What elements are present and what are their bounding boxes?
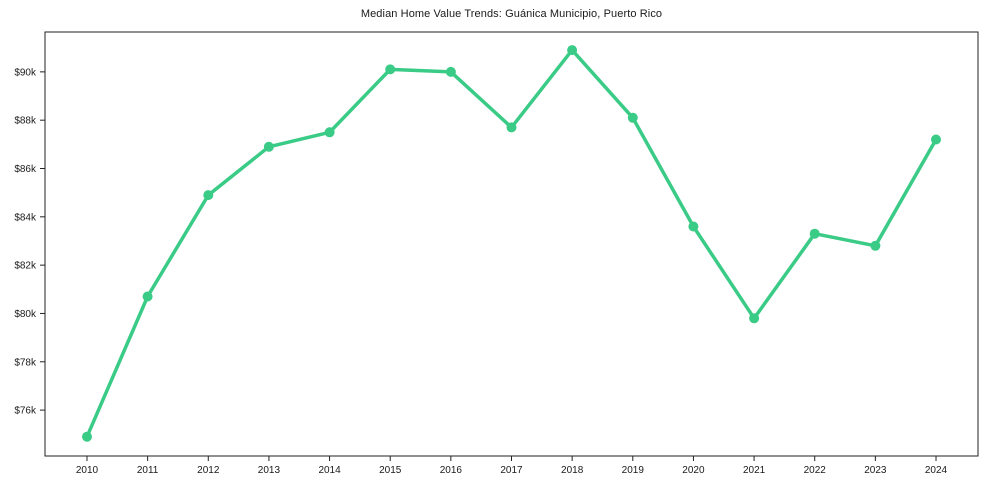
y-axis-tick-label: $86k: [14, 164, 37, 175]
y-axis-tick-label: $76k: [14, 406, 37, 417]
x-axis-tick-label: 2010: [76, 465, 99, 476]
y-axis-tick-label: $90k: [14, 67, 37, 78]
data-point-2015: [385, 64, 396, 75]
data-point-2017: [506, 122, 517, 133]
data-point-2020: [688, 221, 699, 232]
data-point-2023: [870, 240, 881, 251]
y-axis-tick-label: $84k: [14, 212, 37, 223]
x-axis-tick-label: 2011: [137, 465, 159, 476]
data-point-2019: [627, 112, 638, 123]
chart-title: Median Home Value Trends: Guánica Munici…: [360, 8, 663, 20]
data-point-2014: [324, 127, 335, 138]
x-axis-tick-label: 2016: [440, 465, 463, 476]
y-axis-tick-label: $78k: [14, 357, 37, 368]
x-axis-tick-label: 2021: [743, 465, 766, 476]
data-point-2021: [749, 313, 760, 324]
x-axis-tick-label: 2017: [500, 465, 523, 476]
plot-frame: [44, 31, 979, 457]
x-axis-tick-label: 2020: [682, 465, 705, 476]
data-point-2016: [445, 66, 456, 77]
x-axis-tick-label: 2014: [318, 465, 341, 476]
x-axis-tick-label: 2023: [864, 465, 887, 476]
x-axis-tick-label: 2012: [197, 465, 220, 476]
data-point-2011: [142, 291, 153, 302]
x-axis-tick-label: 2022: [804, 465, 827, 476]
x-axis-tick-label: 2018: [561, 465, 584, 476]
trend-line: [85, 48, 938, 439]
x-axis-tick-label: 2019: [622, 465, 645, 476]
x-axis-tick-label: 2015: [379, 465, 402, 476]
data-point-2018: [567, 45, 578, 56]
y-axis-tick-label: $82k: [14, 261, 37, 272]
data-point-2012: [203, 190, 214, 201]
y-axis-tick-label: $88k: [14, 116, 37, 127]
data-point-2010: [82, 431, 92, 442]
x-axis-tick-label: 2013: [258, 465, 281, 476]
y-axis-tick-label: $80k: [14, 309, 37, 320]
data-point-2024: [931, 134, 941, 145]
data-point-2013: [263, 141, 274, 152]
data-point-2022: [809, 228, 820, 239]
x-axis-tick-label: 2024: [925, 465, 948, 476]
